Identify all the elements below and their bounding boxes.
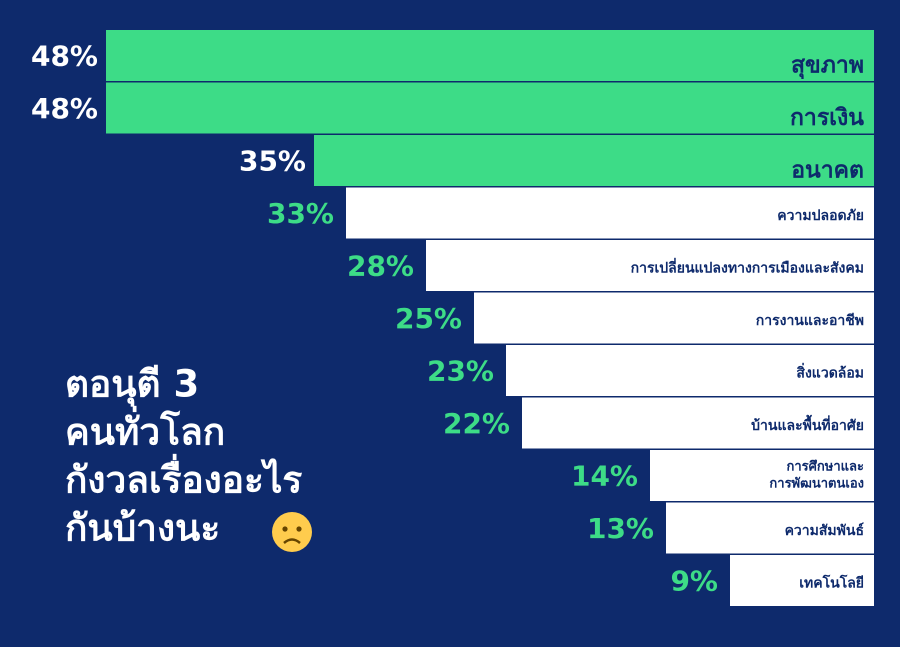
category-label: ความปลอดภัย: [777, 208, 864, 224]
category-label: การงานและอาชีพ: [756, 313, 864, 329]
category-label: อนาคต: [791, 158, 864, 184]
value-label: 28%: [347, 250, 414, 283]
emoji-face: [272, 512, 312, 552]
value-label: 25%: [395, 302, 462, 335]
emoji-mouth: [283, 538, 301, 544]
title-line: กันบ้างนะ: [65, 507, 220, 550]
bar: [426, 240, 874, 291]
emoji-eye: [296, 526, 302, 532]
value-label: 48%: [31, 92, 98, 125]
category-label: การเงิน: [790, 105, 864, 131]
bar: [730, 555, 874, 606]
category-label: การพัฒนาตนเอง: [769, 477, 864, 492]
category-label: สุขภาพ: [791, 53, 864, 80]
category-label: ความสัมพันธ์: [785, 522, 864, 539]
value-label: 48%: [31, 40, 98, 73]
bar: [106, 82, 874, 134]
value-label: 22%: [443, 407, 510, 440]
value-label: 14%: [571, 460, 638, 493]
bar: [474, 292, 874, 344]
value-label: 35%: [239, 145, 306, 178]
category-label: การศึกษาและ: [787, 459, 864, 475]
worried-emoji: [272, 512, 312, 552]
title-line: ตอนุตี 3: [65, 363, 199, 408]
bar: [106, 30, 874, 81]
category-label: เทคโนโลยี: [799, 574, 864, 592]
bar: [666, 502, 874, 554]
value-label: 33%: [267, 197, 334, 230]
value-label: 13%: [587, 512, 654, 545]
category-label: บ้านและพื้นที่อาศัย: [751, 414, 864, 434]
title-line: กังวลเรื่องอะไร: [65, 454, 302, 502]
title: ตอนุตี 3 คนทั่วโลก กังวลเรื่องอะไร กันบ้…: [65, 363, 302, 550]
category-label: การเปลี่ยนแปลงทางการเมืองและสังคม: [631, 258, 864, 277]
emoji-eye: [282, 526, 288, 532]
bar: [506, 345, 874, 396]
title-line: คนทั่วโลก: [65, 406, 225, 454]
bar: [346, 187, 874, 239]
value-label: 23%: [427, 355, 494, 388]
value-label: 9%: [670, 565, 718, 598]
bar: [522, 397, 874, 449]
bar: [314, 135, 874, 186]
category-label: สิ่งแวดล้อม: [796, 363, 864, 382]
bar: [650, 450, 874, 501]
